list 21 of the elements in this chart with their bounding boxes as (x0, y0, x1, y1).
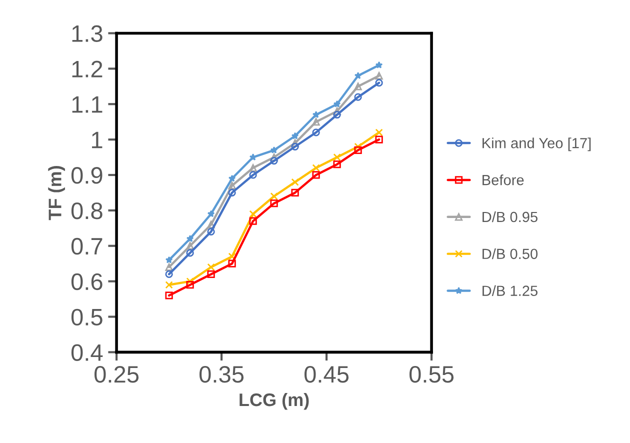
legend-label: D/B 1.25 (482, 285, 538, 296)
x-tick-label: 0.45 (304, 366, 349, 383)
y-tick-label: 1.3 (72, 25, 102, 42)
legend-label: D/B 0.95 (482, 211, 538, 222)
legend-label: Kim and Yeo [17] (482, 138, 591, 152)
y-tick-label: 1.2 (72, 60, 102, 78)
y-tick-label: 1 (92, 132, 102, 148)
legend-label: D/B 0.50 (482, 248, 538, 260)
y-tick-label: 0.5 (71, 308, 102, 326)
legend-label: Before (482, 174, 524, 186)
y-axis-title: TF (m) (48, 166, 65, 220)
y-tick-label: 0.9 (71, 167, 102, 184)
x-tick-label: 0.25 (94, 366, 139, 383)
x-tick-label: 0.55 (410, 366, 454, 383)
y-tick-label: 1.1 (72, 96, 102, 113)
y-tick-label: 0.6 (71, 273, 102, 290)
y-tick-label: 0.7 (71, 238, 102, 255)
x-tick-label: 0.35 (200, 366, 244, 383)
y-tick-label: 0.4 (71, 344, 103, 361)
x-axis-title: LCG (m) (240, 392, 309, 410)
y-tick-label: 0.8 (71, 202, 102, 220)
